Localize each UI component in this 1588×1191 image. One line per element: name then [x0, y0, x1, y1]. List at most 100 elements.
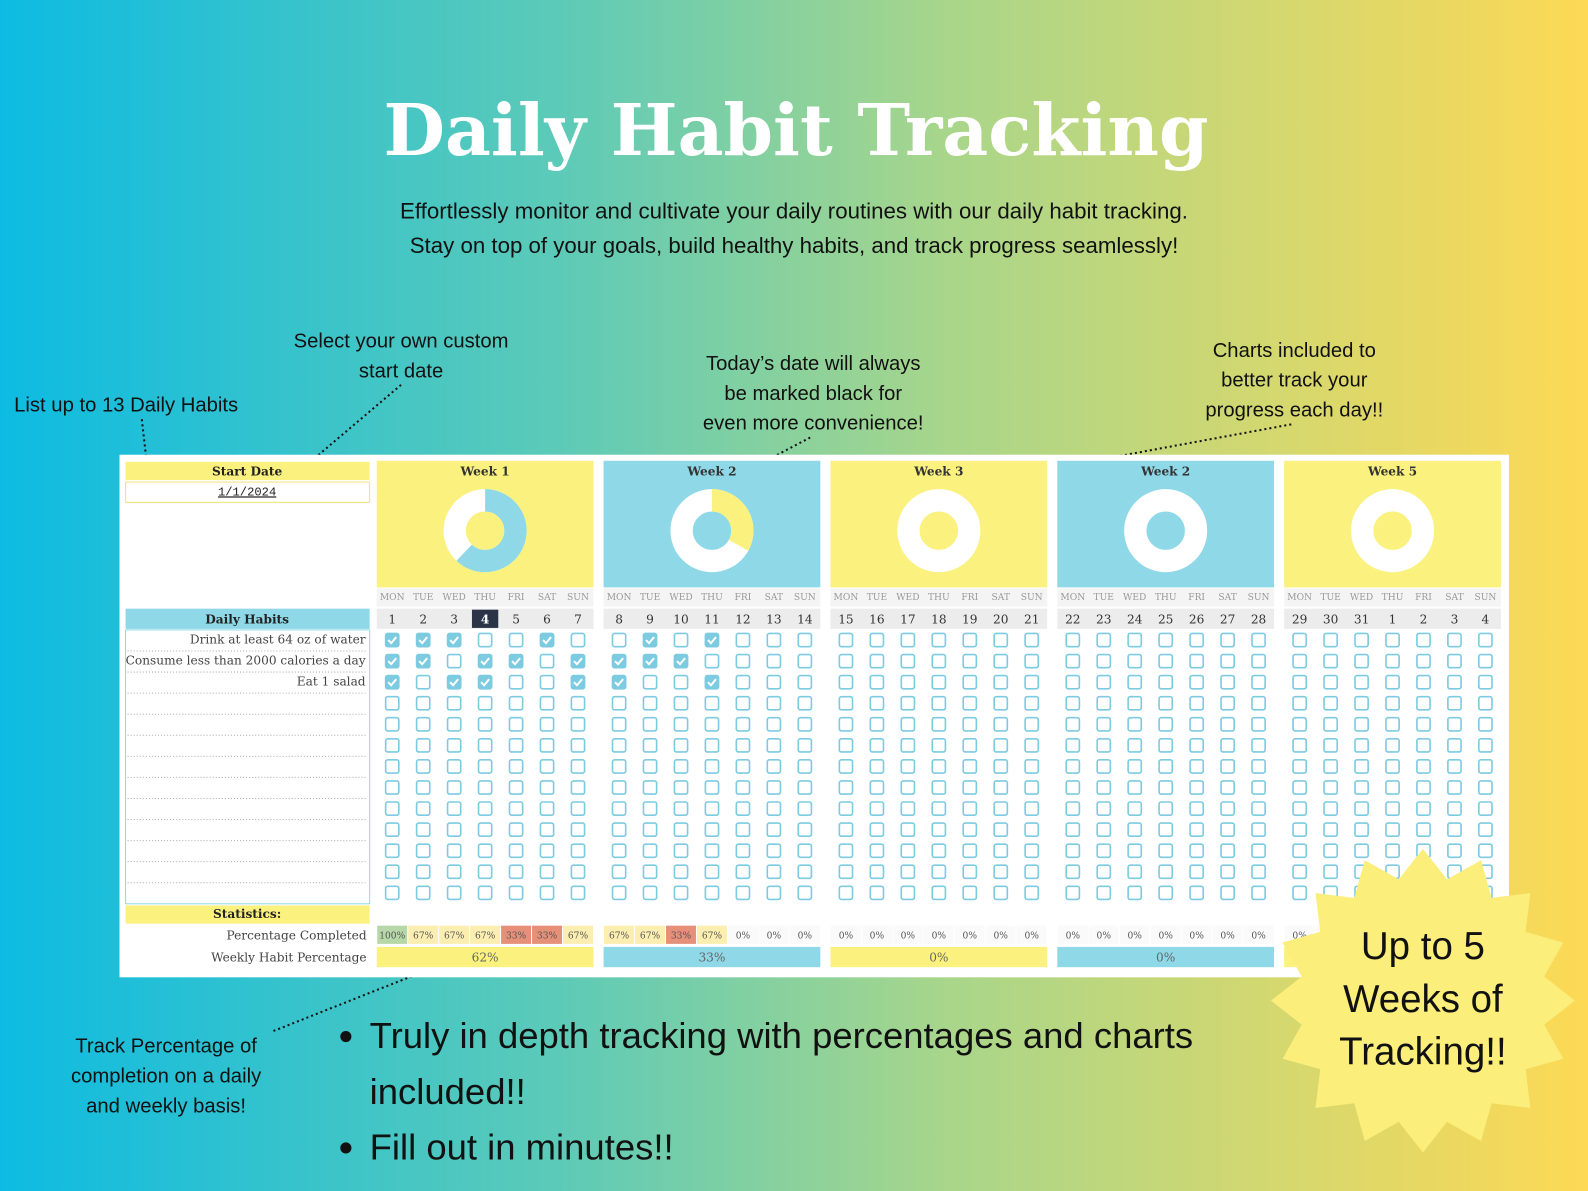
checkbox [384, 695, 400, 711]
annotation: Today’s date will always [706, 353, 921, 375]
checkbox [611, 822, 627, 838]
checkbox [962, 801, 978, 816]
checkbox [1127, 737, 1143, 753]
percent-label: 0% [736, 931, 751, 941]
checkbox [570, 695, 586, 711]
checkbox [477, 695, 493, 711]
weekly-percent: 0% [1156, 951, 1175, 965]
checkbox [508, 801, 524, 816]
checkbox [869, 801, 885, 816]
percent-label: 0% [1097, 931, 1112, 941]
checkbox [673, 737, 689, 753]
checkbox [1096, 759, 1112, 774]
checkbox [1096, 801, 1112, 816]
checkbox [1189, 737, 1205, 753]
checkbox [1024, 822, 1040, 838]
checkbox [570, 801, 586, 816]
date: 30 [1323, 612, 1338, 626]
date: 31 [1354, 612, 1369, 626]
checkbox [1189, 632, 1205, 648]
checkbox [1478, 780, 1493, 795]
percent-cell [408, 925, 439, 944]
checkbox [1416, 759, 1431, 774]
percentage-label: Percentage Completed [226, 928, 366, 942]
checkbox [570, 885, 586, 901]
checkbox [900, 716, 916, 732]
checkbox [1065, 737, 1081, 753]
checkmark [573, 657, 583, 666]
checkbox [539, 759, 555, 774]
checkbox [704, 801, 720, 816]
checkbox [1478, 737, 1493, 753]
date: 15 [838, 612, 853, 626]
checkbox [1127, 716, 1143, 732]
checkbox [962, 632, 978, 648]
checkbox [1354, 632, 1369, 648]
checkbox [1127, 632, 1143, 648]
weekly-row [1057, 946, 1275, 968]
checkbox [931, 801, 947, 816]
checkbox [1292, 737, 1308, 753]
checkbox [993, 843, 1009, 859]
checkbox [446, 674, 462, 690]
checkbox [1189, 653, 1205, 669]
checkbox [931, 822, 947, 838]
checkbox [962, 695, 978, 711]
checkbox [611, 885, 627, 901]
checkbox [1189, 716, 1205, 732]
date: 7 [574, 612, 582, 626]
percent-label: 0% [1127, 931, 1142, 941]
checkbox [1220, 737, 1235, 753]
checkbox [673, 653, 689, 669]
checkbox [993, 822, 1009, 838]
weekly-label: Weekly Habit Percentage [211, 951, 367, 965]
checkbox [797, 695, 813, 711]
date: 3 [450, 612, 458, 626]
checkmark [449, 678, 459, 687]
checkmark [707, 636, 717, 645]
checkbox [1024, 632, 1040, 648]
checkbox [797, 885, 813, 901]
checkbox [1478, 632, 1493, 648]
checkbox [900, 843, 916, 859]
checkbox [1127, 843, 1143, 859]
checkbox [993, 801, 1009, 816]
checkbox [1220, 780, 1235, 795]
date: 26 [1189, 612, 1204, 626]
checkbox [673, 864, 689, 880]
checkbox [1024, 737, 1040, 753]
date-row [830, 608, 1048, 629]
checkmark [387, 678, 398, 687]
checkmark [449, 636, 459, 645]
checkbox [1158, 674, 1174, 690]
checkbox [869, 716, 885, 732]
date: 10 [673, 612, 688, 626]
date: 23 [1096, 612, 1111, 626]
checkbox [838, 780, 854, 795]
date: 13 [766, 612, 781, 626]
annotation: be marked black for [724, 383, 902, 405]
checkbox [539, 843, 555, 859]
checkbox [766, 674, 782, 690]
day-name: WED [1123, 593, 1146, 603]
checkbox [384, 801, 400, 816]
checkbox [611, 632, 627, 648]
checkbox [993, 885, 1009, 901]
percent-label: 67% [609, 931, 630, 941]
checkbox [1292, 780, 1308, 795]
checkbox [797, 759, 813, 774]
checkbox [1354, 695, 1369, 711]
percent-label: 0% [1024, 931, 1039, 941]
checkbox [1385, 632, 1400, 648]
checkbox [900, 737, 916, 753]
checkbox [766, 822, 782, 838]
checkbox [570, 737, 586, 753]
checkbox [704, 780, 720, 795]
date: 12 [735, 612, 750, 626]
annotation: progress each day!! [1205, 400, 1383, 422]
checkbox [570, 674, 586, 690]
checkbox [1189, 695, 1205, 711]
checkbox [1127, 801, 1143, 816]
checkbox [1251, 822, 1266, 838]
